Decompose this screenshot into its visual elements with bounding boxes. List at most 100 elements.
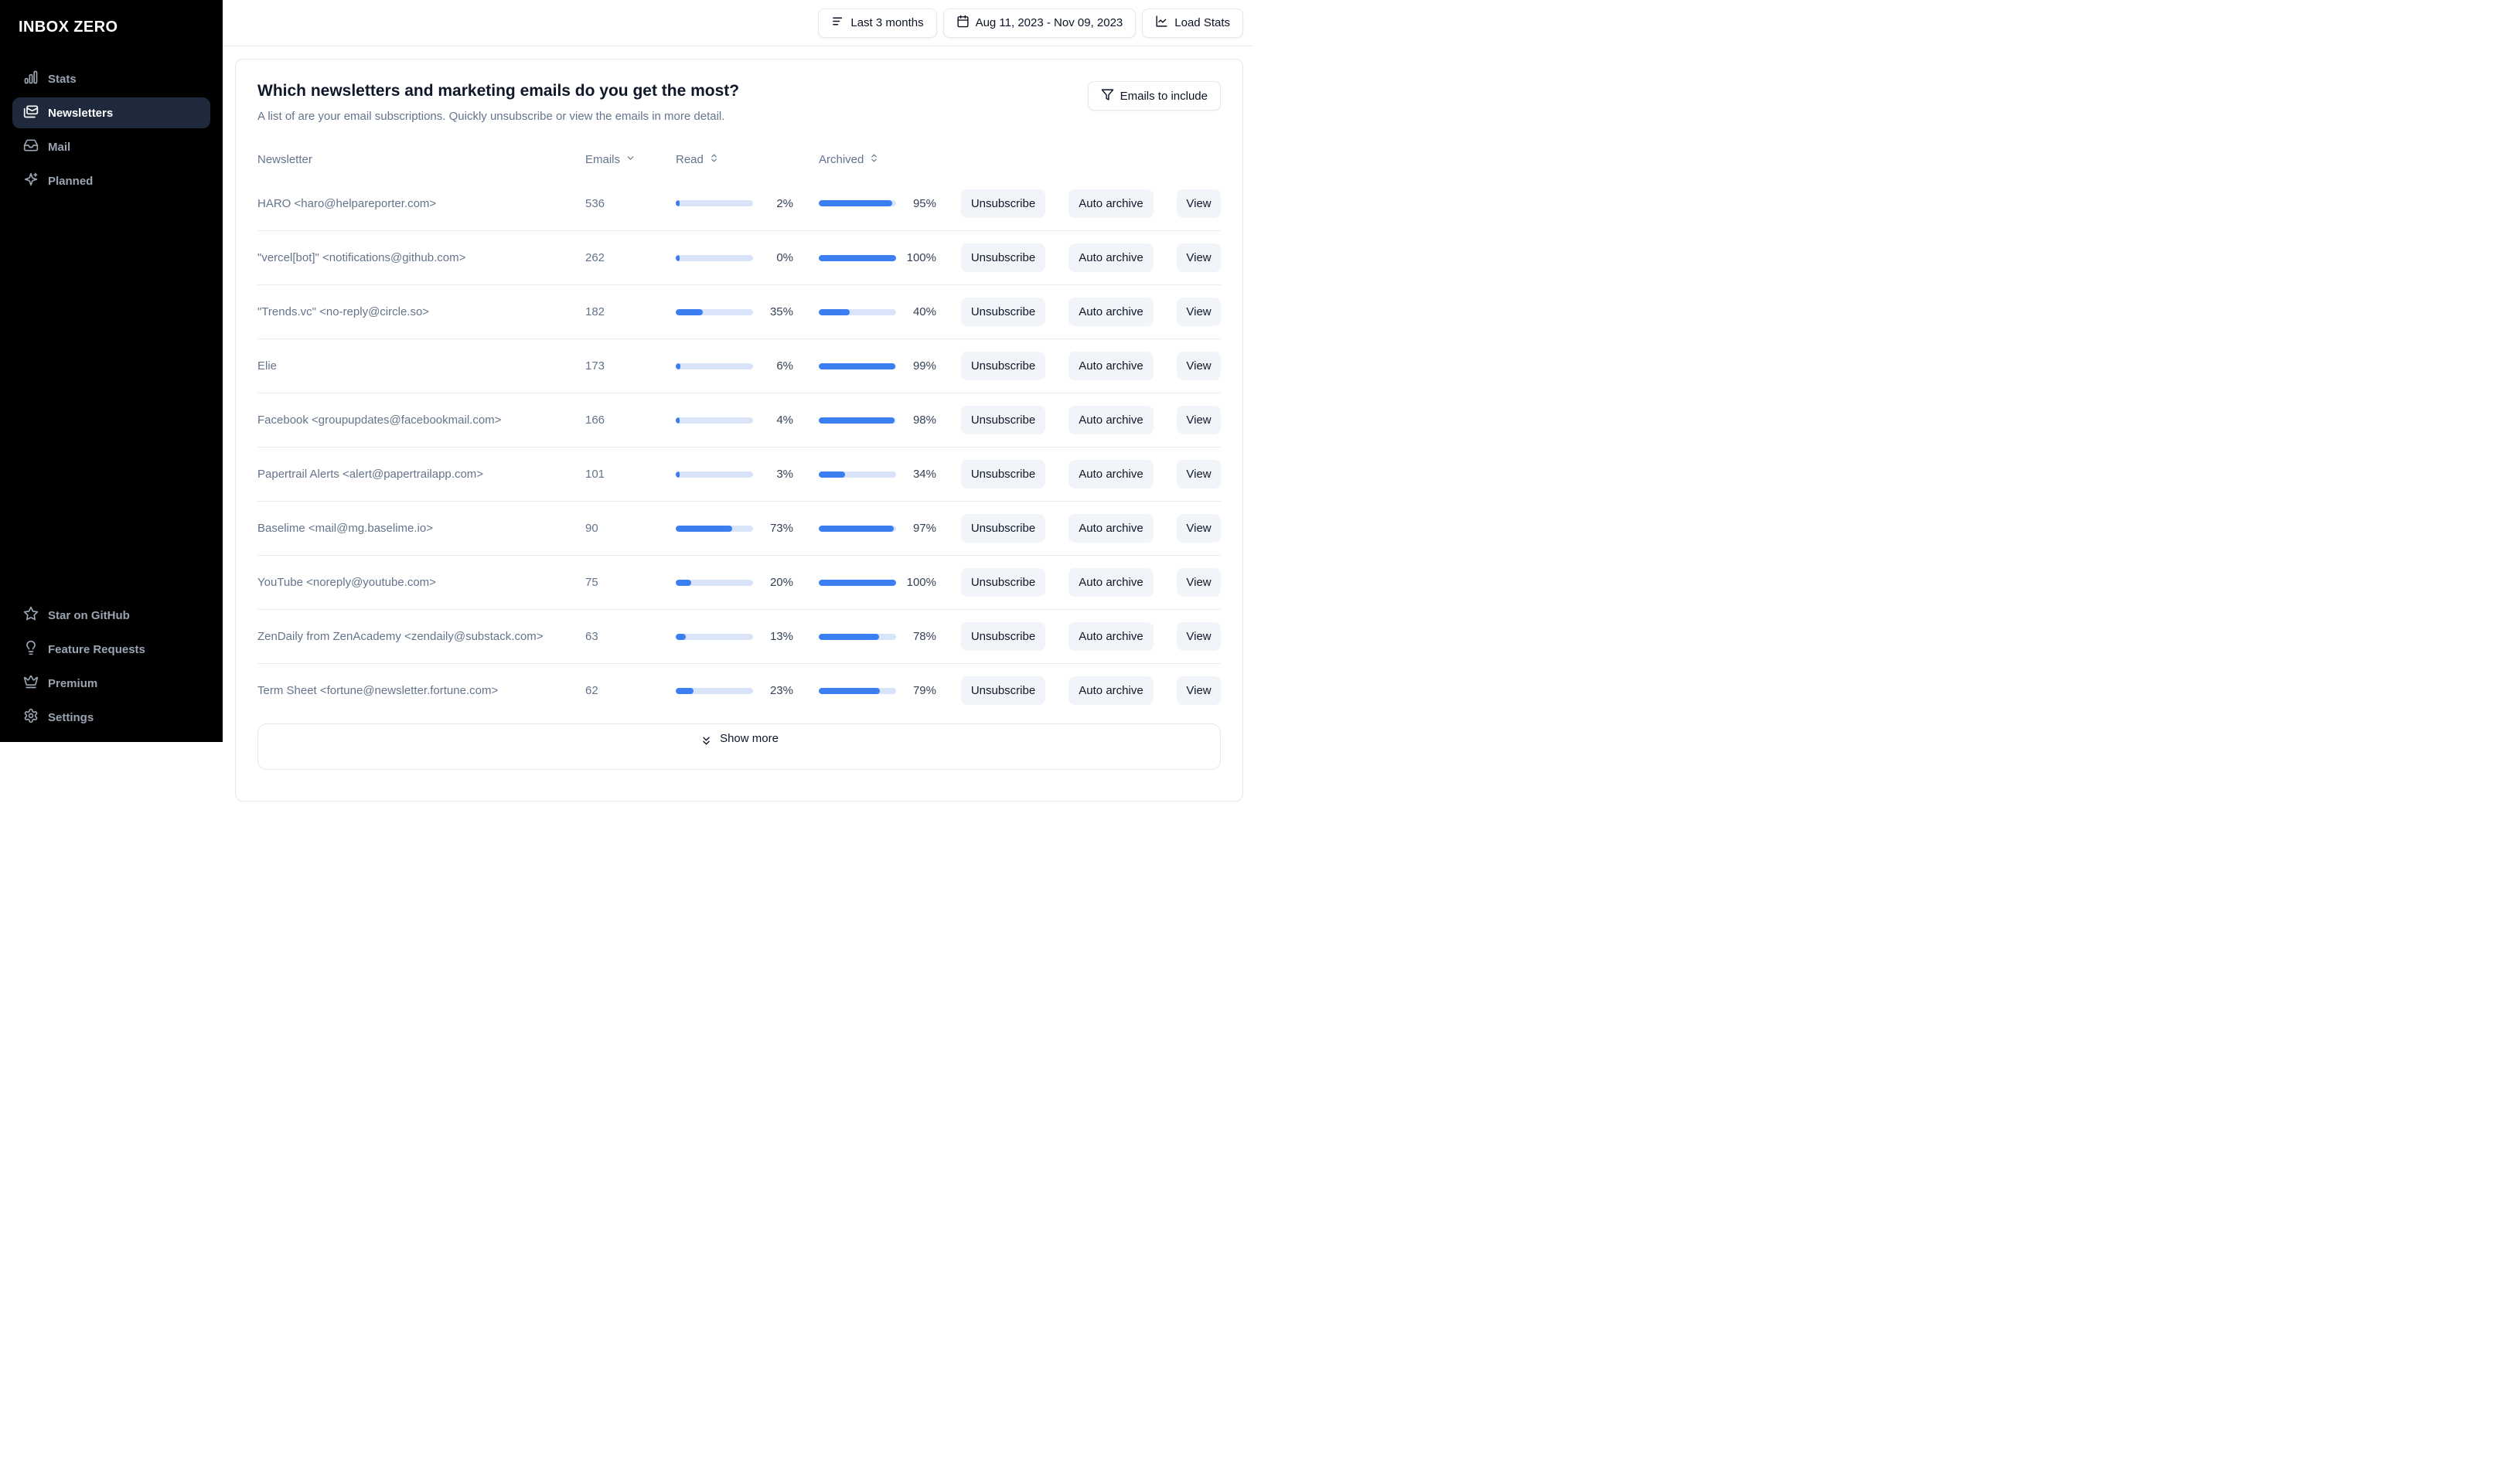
auto-archive-button[interactable]: Auto archive: [1068, 189, 1154, 218]
view-button[interactable]: View: [1177, 298, 1221, 326]
crown-icon: [23, 674, 39, 693]
read-progress-bar: [676, 417, 753, 424]
period-select-button[interactable]: Last 3 months: [818, 8, 937, 38]
view-button[interactable]: View: [1177, 243, 1221, 272]
emails-count: 75: [585, 576, 598, 589]
sidebar-item-newsletters[interactable]: Newsletters: [12, 97, 210, 128]
newsletter-name: ZenDaily from ZenAcademy <zendaily@subst…: [257, 630, 544, 643]
unsubscribe-button[interactable]: Unsubscribe: [961, 189, 1045, 218]
content-area: Which newsletters and marketing emails d…: [223, 46, 1252, 802]
unsubscribe-button[interactable]: Unsubscribe: [961, 676, 1045, 705]
sidebar-item-settings[interactable]: Settings: [12, 702, 210, 733]
emails-to-include-button[interactable]: Emails to include: [1087, 81, 1221, 111]
archived-progress-bar: [819, 525, 896, 532]
read-percent: 2%: [776, 196, 793, 210]
emails-count: 173: [585, 359, 605, 373]
archived-progress-bar: [819, 471, 896, 478]
archived-percent: 78%: [912, 630, 936, 643]
view-button[interactable]: View: [1177, 189, 1221, 218]
column-header-emails-sort[interactable]: Emails: [585, 153, 636, 166]
table-row: Papertrail Alerts <alert@papertrailapp.c…: [257, 447, 1221, 501]
read-progress-fill: [676, 579, 691, 586]
view-button[interactable]: View: [1177, 676, 1221, 705]
read-percent: 0%: [776, 251, 793, 264]
auto-archive-button[interactable]: Auto archive: [1068, 243, 1154, 272]
sidebar-item-label: Stats: [48, 72, 77, 86]
archived-progress-fill: [819, 525, 894, 532]
archived-percent: 99%: [912, 359, 936, 373]
sidebar-item-label: Newsletters: [48, 106, 114, 120]
chevrons-down-icon: [700, 732, 713, 751]
view-button[interactable]: View: [1177, 406, 1221, 434]
page-title: Which newsletters and marketing emails d…: [257, 82, 740, 100]
unsubscribe-button[interactable]: Unsubscribe: [961, 460, 1045, 488]
sidebar-footer-nav: Star on GitHub Feature Requests Premium …: [0, 600, 223, 733]
view-button[interactable]: View: [1177, 568, 1221, 597]
auto-archive-button[interactable]: Auto archive: [1068, 352, 1154, 380]
archived-progress-bar: [819, 687, 896, 694]
sidebar-item-mail[interactable]: Mail: [12, 131, 210, 162]
archived-progress-fill: [819, 471, 845, 478]
read-progress-bar: [676, 579, 753, 586]
page-subtitle: A list of are your email subscriptions. …: [257, 110, 725, 123]
unsubscribe-button[interactable]: Unsubscribe: [961, 298, 1045, 326]
sidebar: INBOX ZERO Stats Newsletters Mail: [0, 0, 223, 742]
archived-progress-fill: [819, 308, 850, 315]
newsletter-name: HARO <haro@helpareporter.com>: [257, 196, 437, 210]
read-percent: 73%: [769, 522, 793, 535]
newsletter-name: "vercel[bot]" <notifications@github.com>: [257, 251, 466, 264]
column-header-archived-sort[interactable]: Archived: [819, 153, 879, 166]
archived-progress-bar: [819, 579, 896, 586]
sidebar-item-star-on-github[interactable]: Star on GitHub: [12, 600, 210, 631]
view-button[interactable]: View: [1177, 352, 1221, 380]
sidebar-item-feature-requests[interactable]: Feature Requests: [12, 634, 210, 665]
column-header-read-sort[interactable]: Read: [676, 153, 719, 166]
newsletter-name: Papertrail Alerts <alert@papertrailapp.c…: [257, 468, 484, 481]
auto-archive-button[interactable]: Auto archive: [1068, 676, 1154, 705]
sidebar-item-label: Planned: [48, 174, 94, 188]
archived-percent: 95%: [912, 196, 936, 210]
date-range-button[interactable]: Aug 11, 2023 - Nov 09, 2023: [942, 8, 1137, 38]
table-row: "vercel[bot]" <notifications@github.com>…: [257, 230, 1221, 284]
unsubscribe-button[interactable]: Unsubscribe: [961, 352, 1045, 380]
unsubscribe-button[interactable]: Unsubscribe: [961, 514, 1045, 543]
auto-archive-button[interactable]: Auto archive: [1068, 514, 1154, 543]
read-percent: 20%: [769, 576, 793, 589]
emails-count: 182: [585, 305, 605, 318]
chevrons-up-down-icon: [709, 153, 719, 166]
view-button[interactable]: View: [1177, 622, 1221, 651]
archived-progress-fill: [819, 687, 880, 694]
read-progress-fill: [676, 362, 680, 369]
sidebar-item-planned[interactable]: Planned: [12, 165, 210, 196]
emails-count: 63: [585, 630, 598, 643]
view-button[interactable]: View: [1177, 514, 1221, 543]
archived-progress-fill: [819, 362, 895, 369]
table-row: Elie 173 6% 99%: [257, 339, 1221, 393]
auto-archive-button[interactable]: Auto archive: [1068, 298, 1154, 326]
view-button[interactable]: View: [1177, 460, 1221, 488]
inbox-icon: [23, 138, 39, 156]
sidebar-item-premium[interactable]: Premium: [12, 668, 210, 699]
archived-percent: 97%: [912, 522, 936, 535]
unsubscribe-button[interactable]: Unsubscribe: [961, 622, 1045, 651]
emails-count: 262: [585, 251, 605, 264]
read-progress-fill: [676, 200, 680, 206]
app-window: INBOX ZERO Stats Newsletters Mail: [0, 0, 1252, 802]
funnel-filter-icon: [1101, 88, 1114, 104]
read-progress-bar: [676, 254, 753, 261]
auto-archive-button[interactable]: Auto archive: [1068, 568, 1154, 597]
unsubscribe-button[interactable]: Unsubscribe: [961, 406, 1045, 434]
load-stats-button[interactable]: Load Stats: [1142, 8, 1243, 38]
archived-progress-bar: [819, 362, 896, 369]
show-more-button[interactable]: Show more: [257, 723, 1221, 770]
auto-archive-button[interactable]: Auto archive: [1068, 622, 1154, 651]
auto-archive-button[interactable]: Auto archive: [1068, 460, 1154, 488]
unsubscribe-button[interactable]: Unsubscribe: [961, 243, 1045, 272]
unsubscribe-button[interactable]: Unsubscribe: [961, 568, 1045, 597]
newsletter-name: YouTube <noreply@youtube.com>: [257, 576, 436, 589]
sidebar-item-stats[interactable]: Stats: [12, 63, 210, 94]
auto-archive-button[interactable]: Auto archive: [1068, 406, 1154, 434]
column-header-newsletter: Newsletter: [257, 152, 312, 166]
read-percent: 23%: [769, 684, 793, 697]
newsletters-panel: Which newsletters and marketing emails d…: [235, 59, 1243, 802]
